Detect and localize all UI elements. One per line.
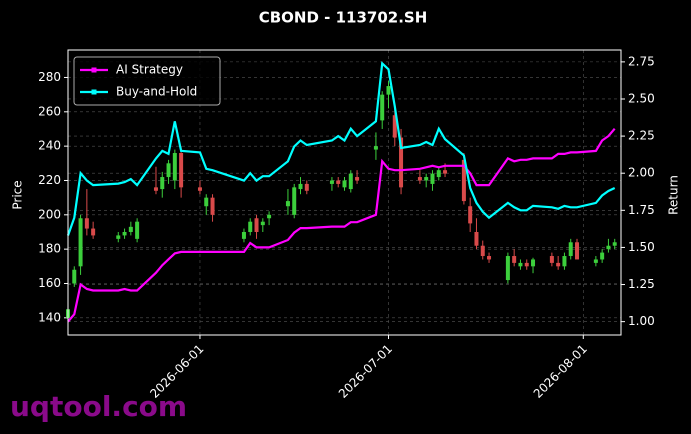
candle-body [122, 231, 127, 236]
candle-body [241, 231, 246, 239]
candle-body [153, 187, 158, 191]
candle-body [160, 177, 165, 190]
line-series [67, 127, 616, 323]
y-tick-label: 160 [38, 276, 61, 290]
candle-body [172, 153, 177, 181]
candle-body [304, 183, 309, 191]
candle-body [549, 256, 554, 263]
candle-body [524, 262, 529, 267]
legend-marker [91, 89, 97, 95]
candle-body [600, 252, 605, 260]
candle-body [210, 197, 215, 215]
candle-body [179, 153, 184, 188]
candle-body [342, 180, 347, 188]
legend-marker [91, 67, 97, 73]
candle-body [292, 187, 297, 215]
candle-body [72, 269, 77, 284]
candle-body [348, 173, 353, 190]
candle-body [336, 180, 341, 184]
candle-body [474, 231, 479, 246]
candle-body [512, 256, 517, 263]
candle-body [329, 180, 334, 184]
candle-body [436, 170, 441, 178]
y-tick-label: 280 [38, 70, 61, 84]
candle-body [468, 206, 473, 224]
candle-body [267, 214, 272, 219]
candle-body [355, 177, 360, 181]
candle-body [260, 221, 265, 226]
y2-tick-label: 2.75 [628, 54, 655, 68]
candle-body [386, 86, 391, 95]
candle-body [78, 218, 83, 267]
candle-body [116, 235, 121, 239]
candle-body [373, 146, 378, 150]
candle-body [128, 226, 133, 232]
candle-body [298, 183, 303, 190]
candle-body [392, 115, 397, 138]
candle-body [443, 170, 448, 174]
legend-label: Buy-and-Hold [116, 85, 197, 99]
candle-body [254, 218, 259, 232]
candle-body [461, 159, 466, 202]
candle-body [487, 256, 492, 260]
y-tick-label: 180 [38, 242, 61, 256]
candle-body [430, 173, 435, 184]
candle-body [612, 242, 617, 246]
y-tick-label: 220 [38, 173, 61, 187]
y2-tick-label: 2.25 [628, 129, 655, 143]
y2-tick-label: 1.75 [628, 203, 655, 217]
y-tick-label: 140 [38, 310, 61, 324]
candle-body [204, 197, 209, 207]
candle-body [166, 163, 171, 178]
candle-body [248, 221, 253, 232]
candle-body [399, 137, 404, 188]
line-series [66, 61, 616, 236]
y2-tick-label: 1.25 [628, 277, 655, 291]
watermark: uqtool.com [10, 390, 187, 423]
candle-body [556, 262, 561, 267]
candle-body [606, 245, 611, 250]
candle-body [424, 177, 429, 181]
candle-body [593, 259, 598, 263]
candle-body [91, 228, 96, 236]
y-tick-label: 260 [38, 104, 61, 118]
candle-body [285, 201, 290, 207]
y2-tick-label: 2.00 [628, 166, 655, 180]
y-tick-label: 200 [38, 207, 61, 221]
plot-frame [67, 49, 622, 336]
candle-body [568, 242, 573, 257]
y-tick-label: 240 [38, 139, 61, 153]
candle-body [197, 187, 202, 191]
legend-box [73, 56, 221, 106]
candle-body [562, 256, 567, 267]
y2-axis-label: Return [667, 175, 681, 215]
candle-body [518, 262, 523, 267]
candle-body [531, 259, 536, 267]
candle-body [380, 94, 385, 121]
candle-body [575, 242, 580, 260]
y2-tick-label: 1.50 [628, 240, 655, 254]
y2-tick-label: 2.50 [628, 91, 655, 105]
y2-tick-label: 1.00 [628, 314, 655, 328]
candle-body [505, 256, 510, 281]
y-axis-label: Price [11, 180, 25, 209]
candle-body [417, 177, 422, 181]
candle-body [480, 245, 485, 257]
candle-body [84, 218, 89, 229]
candle-body [135, 221, 140, 239]
chart-title: CBOND - 113702.SH [259, 9, 428, 27]
legend-label: AI Strategy [116, 63, 183, 77]
